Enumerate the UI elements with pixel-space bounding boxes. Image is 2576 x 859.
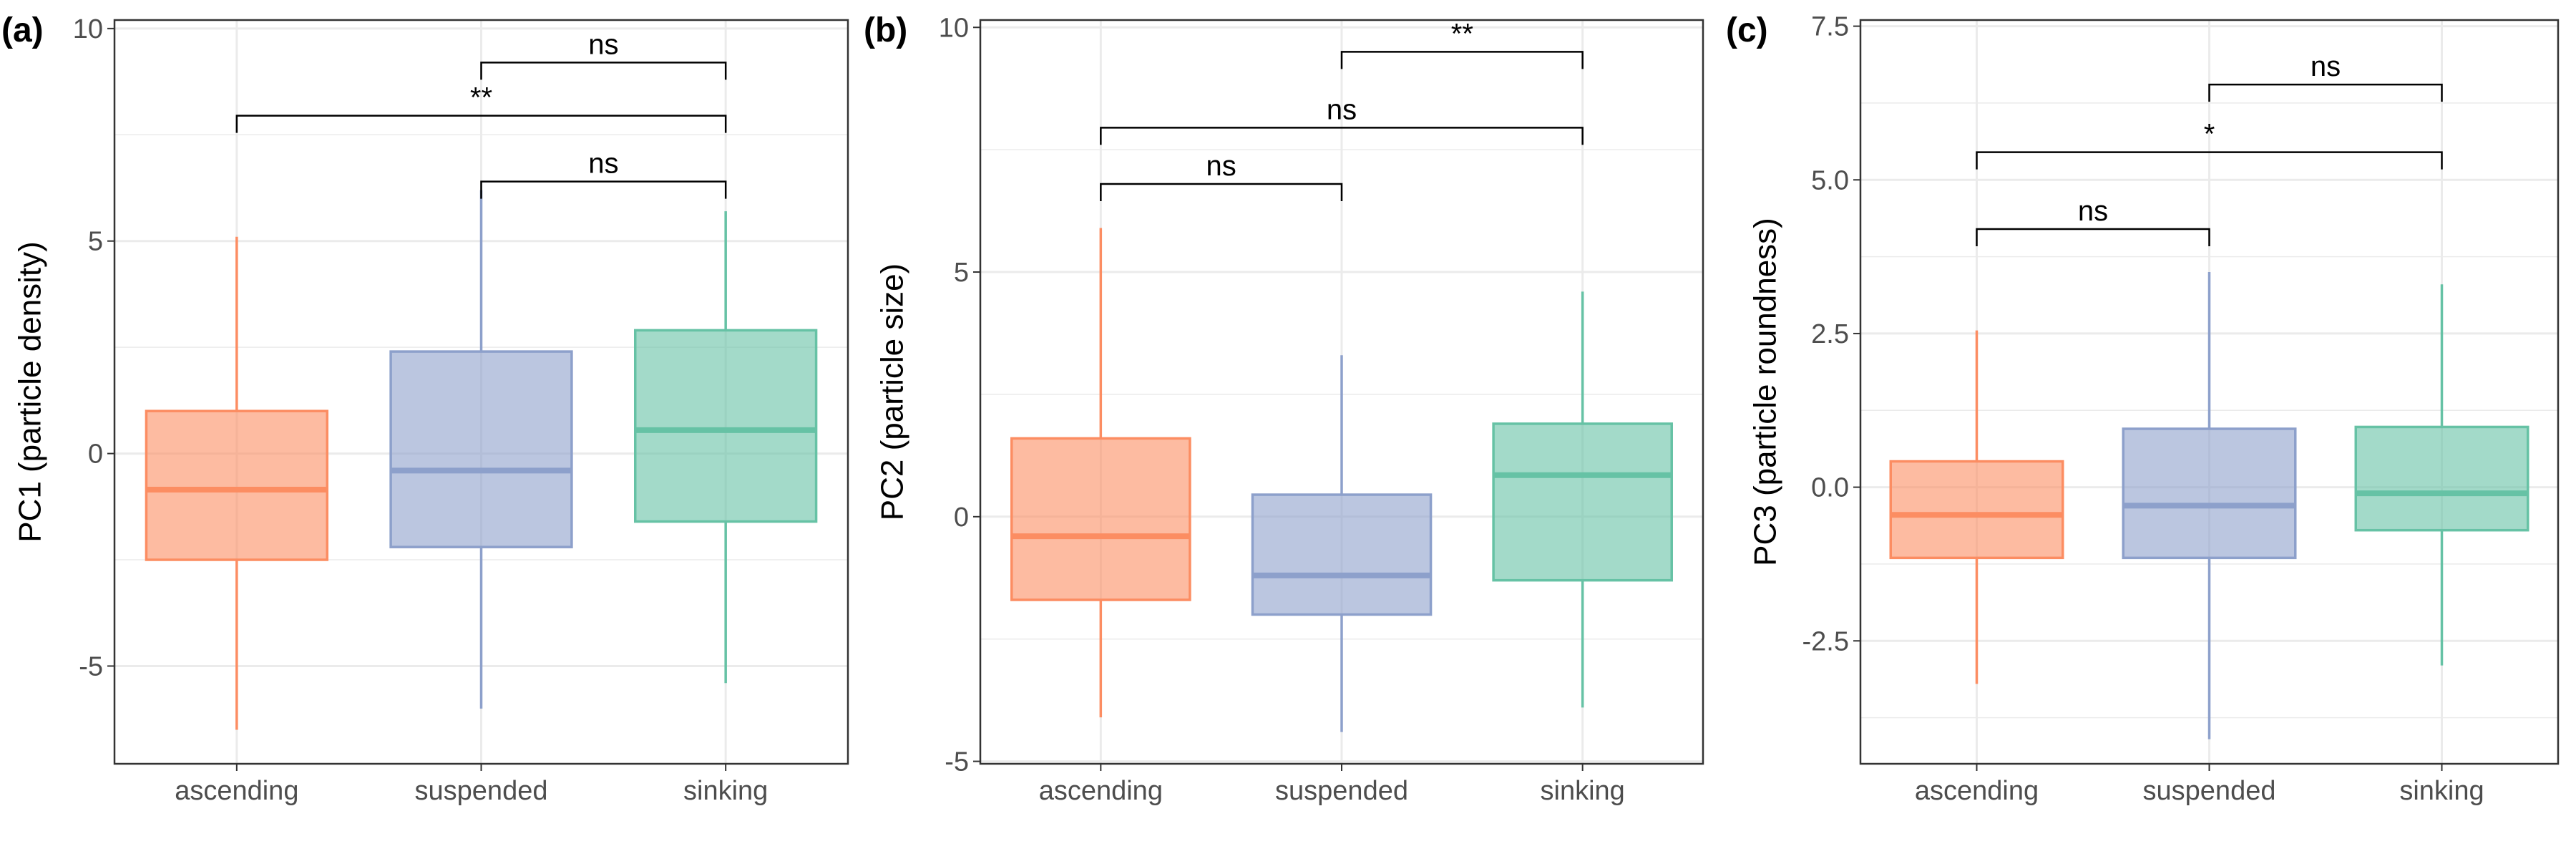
significance-label: ns — [2311, 51, 2341, 82]
x-tick-label: ascending — [1039, 776, 1163, 806]
y-tick-label: 5 — [954, 258, 969, 288]
significance-bracket: ns — [2208, 51, 2443, 102]
bracket-line — [480, 62, 727, 80]
panel-2: -5 0 5 10 ascending suspended sinking ns ns ** PC2… — [864, 11, 1704, 806]
significance-bracket: ns — [1976, 195, 2210, 246]
significance-label: ns — [588, 148, 618, 180]
box-suspended — [389, 190, 573, 709]
iqr-box — [2122, 427, 2297, 560]
y-tick-label: 5 — [88, 227, 103, 257]
x-tick-label: ascending — [175, 776, 298, 806]
x-tick-label: suspended — [415, 776, 548, 806]
y-tick-label: 2.5 — [1811, 319, 1849, 349]
bracket-line — [1340, 51, 1584, 69]
iqr-box — [1492, 422, 1673, 582]
significance-bracket: ** — [1340, 18, 1584, 69]
x-tick-label: sinking — [2399, 776, 2484, 806]
y-tick-label: 0 — [954, 503, 969, 533]
y-tick-label: 10 — [73, 14, 103, 44]
bracket-line — [480, 180, 727, 199]
significance-label: ns — [1206, 150, 1236, 182]
significance-bracket: ns — [480, 29, 727, 80]
box-suspended — [2122, 272, 2297, 739]
significance-bracket: ns — [480, 148, 727, 199]
box-ascending — [145, 236, 328, 730]
y-axis-title: PC1 (particle density) — [13, 241, 48, 543]
y-axis-title: PC3 (particle roundness) — [1748, 218, 1783, 566]
iqr-box — [1889, 460, 2064, 560]
x-tick-label: suspended — [1275, 776, 1408, 806]
iqr-box — [389, 350, 573, 548]
significance-bracket: ** — [235, 82, 727, 133]
panel-label: (a) — [1, 11, 44, 49]
y-tick-label: 0.0 — [1811, 473, 1849, 503]
x-tick-label: sinking — [683, 776, 768, 806]
box-sinking — [634, 211, 818, 684]
panel-label: (c) — [1726, 11, 1768, 49]
box-sinking — [2354, 284, 2529, 666]
y-tick-label: -5 — [945, 747, 969, 777]
significance-bracket: ns — [1100, 150, 1343, 201]
panel-border — [1859, 19, 2560, 765]
y-tick-label: -2.5 — [1802, 626, 1849, 656]
y-axis-title: PC2 (particle size) — [875, 263, 910, 520]
box-suspended — [1251, 355, 1433, 732]
iqr-box — [2354, 425, 2529, 532]
x-tick-label: suspended — [2143, 776, 2276, 806]
x-tick-label: ascending — [1915, 776, 2039, 806]
bracket-line — [1100, 183, 1343, 201]
bracket-line — [235, 115, 727, 133]
significance-label: ns — [588, 29, 618, 60]
bracket-line — [1100, 127, 1584, 145]
iqr-box — [634, 329, 818, 523]
y-tick-label: 0 — [88, 440, 103, 470]
significance-bracket: ns — [1100, 94, 1584, 145]
significance-bracket: * — [1976, 119, 2443, 170]
panel-3: -2.5 0.0 2.5 5.0 7.5 ascending suspended sinkin… — [1726, 11, 2560, 806]
panel-label: (b) — [864, 11, 907, 49]
panel-border — [979, 19, 1704, 765]
x-tick-label: sinking — [1541, 776, 1625, 806]
box-ascending — [1010, 228, 1191, 718]
iqr-box — [1251, 493, 1433, 616]
significance-label: * — [2204, 119, 2215, 150]
panel-1: -5 0 5 10 ascending suspended sinking ns ** ns PC1… — [1, 11, 849, 806]
iqr-box — [145, 409, 328, 561]
y-tick-label: -5 — [79, 651, 103, 681]
iqr-box — [1010, 437, 1191, 601]
significance-label: ** — [1451, 18, 1473, 49]
panel-border — [113, 19, 849, 765]
y-tick-label: 5.0 — [1811, 165, 1849, 195]
significance-label: ns — [2078, 195, 2108, 227]
box-sinking — [1492, 291, 1673, 708]
y-tick-label: 10 — [939, 13, 969, 43]
bracket-line — [2208, 83, 2443, 102]
significance-label: ** — [470, 82, 492, 114]
significance-label: ns — [1327, 94, 1357, 125]
bracket-line — [1976, 228, 2210, 246]
box-ascending — [1889, 330, 2064, 684]
bracket-line — [1976, 151, 2443, 170]
y-tick-label: 7.5 — [1811, 12, 1849, 42]
